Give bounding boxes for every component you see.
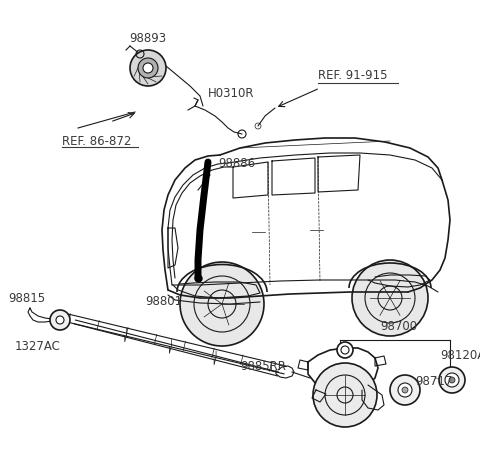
Text: 9885RR: 9885RR — [240, 360, 286, 373]
Circle shape — [313, 363, 377, 427]
Circle shape — [138, 58, 158, 78]
Text: 1327AC: 1327AC — [15, 340, 61, 353]
Circle shape — [398, 383, 412, 397]
Circle shape — [143, 63, 153, 73]
Circle shape — [56, 316, 64, 324]
Circle shape — [449, 377, 455, 383]
Text: 98815: 98815 — [8, 292, 45, 305]
Text: 98120A: 98120A — [440, 349, 480, 362]
Circle shape — [50, 310, 70, 330]
Circle shape — [445, 373, 459, 387]
Text: H0310R: H0310R — [208, 87, 254, 100]
Text: 98700: 98700 — [380, 320, 417, 333]
Text: REF. 86-872: REF. 86-872 — [62, 135, 132, 148]
Circle shape — [390, 375, 420, 405]
Text: 98717: 98717 — [415, 375, 452, 388]
Circle shape — [402, 387, 408, 393]
Circle shape — [352, 260, 428, 336]
Text: 98801: 98801 — [145, 295, 182, 308]
Circle shape — [130, 50, 166, 86]
Text: 98893: 98893 — [130, 32, 167, 45]
Circle shape — [180, 262, 264, 346]
Circle shape — [337, 342, 353, 358]
Text: 98886: 98886 — [218, 157, 255, 170]
Circle shape — [439, 367, 465, 393]
Text: REF. 91-915: REF. 91-915 — [318, 69, 387, 82]
